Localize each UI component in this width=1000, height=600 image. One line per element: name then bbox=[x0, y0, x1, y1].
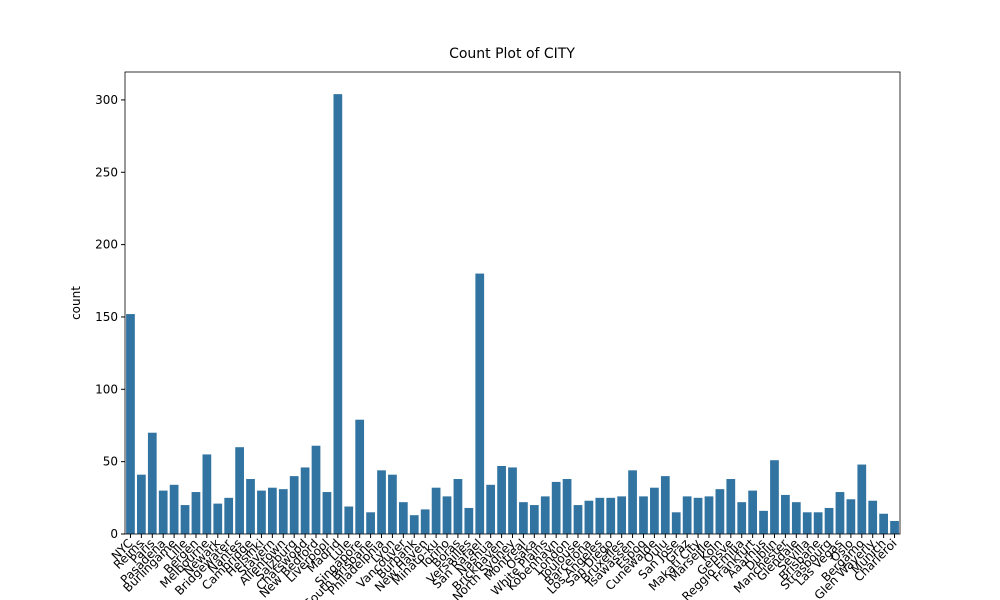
bar bbox=[781, 494, 790, 534]
bar bbox=[180, 505, 190, 534]
bar bbox=[791, 502, 801, 534]
bar bbox=[169, 484, 179, 534]
bar bbox=[464, 507, 474, 534]
bar bbox=[420, 509, 430, 534]
bar bbox=[235, 447, 244, 534]
bar bbox=[398, 502, 408, 534]
bar bbox=[475, 273, 485, 534]
bar bbox=[158, 490, 168, 534]
bar bbox=[595, 497, 605, 534]
bar bbox=[508, 467, 517, 534]
bar bbox=[660, 476, 670, 534]
bar bbox=[355, 419, 365, 534]
bar bbox=[453, 479, 463, 534]
bar bbox=[246, 479, 255, 534]
bar bbox=[213, 503, 223, 534]
bar bbox=[770, 460, 779, 534]
bar bbox=[333, 94, 343, 534]
bar bbox=[431, 487, 441, 534]
bar bbox=[628, 470, 637, 534]
y-tick-label: 50 bbox=[103, 455, 118, 469]
bar bbox=[606, 497, 616, 534]
bar bbox=[300, 467, 310, 534]
bar bbox=[551, 481, 561, 534]
bar bbox=[519, 502, 528, 534]
bar bbox=[704, 496, 714, 534]
bar bbox=[191, 492, 201, 534]
bar bbox=[322, 492, 332, 534]
bar bbox=[726, 479, 736, 534]
bar bbox=[224, 497, 234, 534]
bar bbox=[366, 512, 375, 534]
bar bbox=[486, 484, 496, 534]
y-tick-label: 0 bbox=[110, 527, 118, 541]
bar bbox=[682, 496, 692, 534]
bar bbox=[562, 479, 572, 534]
bar bbox=[267, 487, 277, 534]
bar bbox=[497, 465, 506, 534]
bar bbox=[759, 510, 768, 534]
y-tick-label: 150 bbox=[95, 310, 118, 324]
bar bbox=[737, 502, 747, 534]
bar bbox=[377, 470, 386, 534]
bar bbox=[693, 497, 703, 534]
bar bbox=[344, 506, 354, 534]
bar bbox=[442, 496, 452, 534]
y-tick-label: 250 bbox=[95, 165, 118, 179]
bar bbox=[126, 314, 135, 534]
bar bbox=[813, 512, 823, 534]
bar bbox=[835, 492, 845, 534]
bar bbox=[802, 512, 812, 534]
bar bbox=[715, 489, 725, 534]
bar bbox=[311, 445, 321, 534]
bar bbox=[540, 496, 550, 534]
bar bbox=[879, 513, 888, 534]
y-tick-label: 300 bbox=[95, 93, 118, 107]
bar bbox=[824, 507, 834, 534]
y-tick-label: 200 bbox=[95, 238, 118, 252]
bar bbox=[289, 476, 299, 534]
bar bbox=[529, 505, 539, 534]
bar bbox=[388, 474, 397, 534]
bar bbox=[137, 474, 146, 534]
plot-frame bbox=[124, 71, 901, 535]
bar bbox=[202, 454, 212, 534]
bar bbox=[846, 499, 856, 534]
bar bbox=[409, 515, 419, 534]
chart-title: Count Plot of CITY bbox=[449, 46, 575, 62]
bar bbox=[617, 496, 627, 534]
bar bbox=[639, 496, 648, 534]
bar bbox=[584, 500, 594, 534]
bar bbox=[573, 505, 583, 534]
bar bbox=[147, 432, 157, 534]
y-axis-label: count bbox=[69, 286, 83, 320]
y-tick-label: 100 bbox=[95, 382, 118, 396]
bar bbox=[671, 512, 681, 534]
bar bbox=[748, 490, 758, 534]
bar bbox=[857, 464, 867, 534]
bar bbox=[278, 489, 288, 534]
bar bbox=[868, 500, 878, 534]
bar bbox=[650, 487, 659, 534]
bar bbox=[257, 490, 266, 534]
bar bbox=[890, 520, 899, 534]
